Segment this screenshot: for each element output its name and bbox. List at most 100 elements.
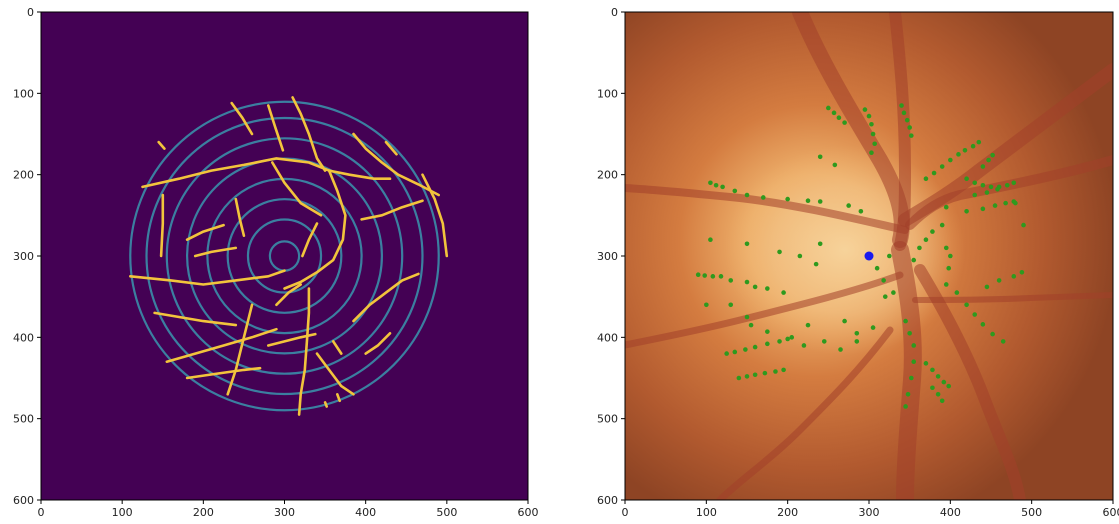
left-image-background	[41, 12, 528, 500]
sample-point	[1021, 222, 1026, 228]
right-x-tick-label: 100	[696, 506, 717, 519]
vessel-segment	[234, 197, 246, 237]
left-y-tick-label: 600	[13, 494, 34, 507]
vessel-segment	[291, 96, 327, 172]
sample-point	[911, 359, 917, 365]
vessel-segment	[141, 157, 331, 189]
sample-point	[939, 222, 945, 228]
sample-point	[854, 330, 860, 336]
sample-point	[744, 279, 750, 285]
sample-point	[907, 330, 912, 336]
right-y-tick-label: 0	[611, 6, 618, 19]
sample-point	[736, 375, 742, 381]
vessel-segment	[267, 104, 285, 152]
sample-point	[813, 261, 819, 267]
sample-point	[930, 367, 935, 373]
sample-point	[760, 195, 766, 200]
right-y-axis: 0 100 200 300 400 500 600	[597, 6, 625, 507]
vessel-segment	[267, 332, 317, 347]
sample-point	[874, 265, 880, 271]
sample-point	[923, 237, 929, 243]
vessel-segment	[193, 246, 238, 258]
vessel-segment	[360, 199, 424, 221]
sample-point	[773, 369, 778, 374]
sample-point	[956, 152, 961, 157]
sample-point	[891, 290, 896, 295]
vessel-segment	[283, 169, 347, 290]
sample-point	[744, 241, 750, 247]
sample-point	[948, 157, 953, 163]
sample-point	[732, 188, 738, 194]
sample-point	[842, 120, 847, 125]
sample-point	[930, 385, 935, 391]
sample-point	[781, 367, 786, 373]
ring	[165, 137, 404, 375]
ring	[226, 198, 343, 314]
right-y-tick-label: 100	[597, 87, 618, 100]
sample-point	[752, 284, 758, 290]
sample-point	[992, 203, 998, 208]
sample-point	[781, 290, 786, 295]
sample-point	[832, 162, 838, 168]
sample-point	[728, 278, 734, 283]
vessel-segment	[323, 401, 328, 408]
sample-point	[748, 322, 754, 328]
sample-point	[964, 176, 969, 182]
sample-point	[1000, 339, 1006, 344]
vessel-segment	[165, 327, 278, 363]
sample-point	[972, 180, 978, 186]
sample-point	[905, 391, 911, 397]
sample-point	[1019, 269, 1025, 275]
vessel-segment	[301, 222, 319, 258]
sample-point	[903, 318, 908, 324]
sample-point	[970, 143, 976, 149]
sample-point	[935, 374, 941, 379]
sample-point	[869, 150, 874, 156]
sample-point	[695, 272, 701, 278]
vessel-segment	[271, 161, 323, 217]
sample-point	[704, 302, 709, 308]
sample-point	[972, 312, 978, 317]
sample-point	[962, 147, 968, 153]
sample-point	[935, 391, 941, 397]
sample-point	[923, 176, 929, 182]
sample-point	[836, 115, 842, 121]
sample-point	[702, 273, 708, 278]
sample-point	[728, 302, 734, 308]
sample-point	[911, 343, 917, 348]
sample-point	[708, 237, 713, 243]
sample-point	[817, 154, 823, 160]
vessel-segment	[336, 393, 341, 403]
sample-point	[732, 349, 738, 355]
sample-point	[923, 361, 929, 366]
sample-point	[777, 339, 782, 344]
sample-point	[872, 141, 877, 147]
vessel-segment	[153, 311, 238, 327]
sample-point	[842, 318, 847, 324]
sample-point	[870, 325, 876, 330]
sample-point	[743, 347, 748, 352]
right-x-tick-label: 0	[622, 506, 629, 519]
left-y-tick-label: 400	[13, 331, 34, 344]
sample-point	[946, 265, 952, 271]
sample-point	[817, 241, 823, 247]
sample-point	[941, 379, 947, 385]
sample-point	[805, 198, 811, 203]
sample-point	[838, 347, 843, 352]
sample-point	[980, 182, 986, 188]
sample-point	[939, 398, 945, 404]
sample-point	[995, 187, 1000, 192]
sample-point	[887, 253, 892, 259]
sample-point	[901, 110, 907, 116]
vessel-segment	[129, 269, 286, 286]
sample-point	[866, 113, 872, 119]
right-panel: 0 100 200 300 400 500 600 0 100 200 300 400 500 600	[597, 6, 1119, 519]
sample-point	[744, 314, 750, 320]
sample-point	[948, 253, 953, 259]
sample-point	[907, 125, 912, 130]
left-x-tick-label: 300	[274, 506, 295, 519]
left-x-tick-label: 500	[436, 506, 457, 519]
sample-point	[980, 164, 986, 169]
sample-point	[972, 192, 978, 198]
left-y-tick-label: 200	[13, 169, 34, 182]
